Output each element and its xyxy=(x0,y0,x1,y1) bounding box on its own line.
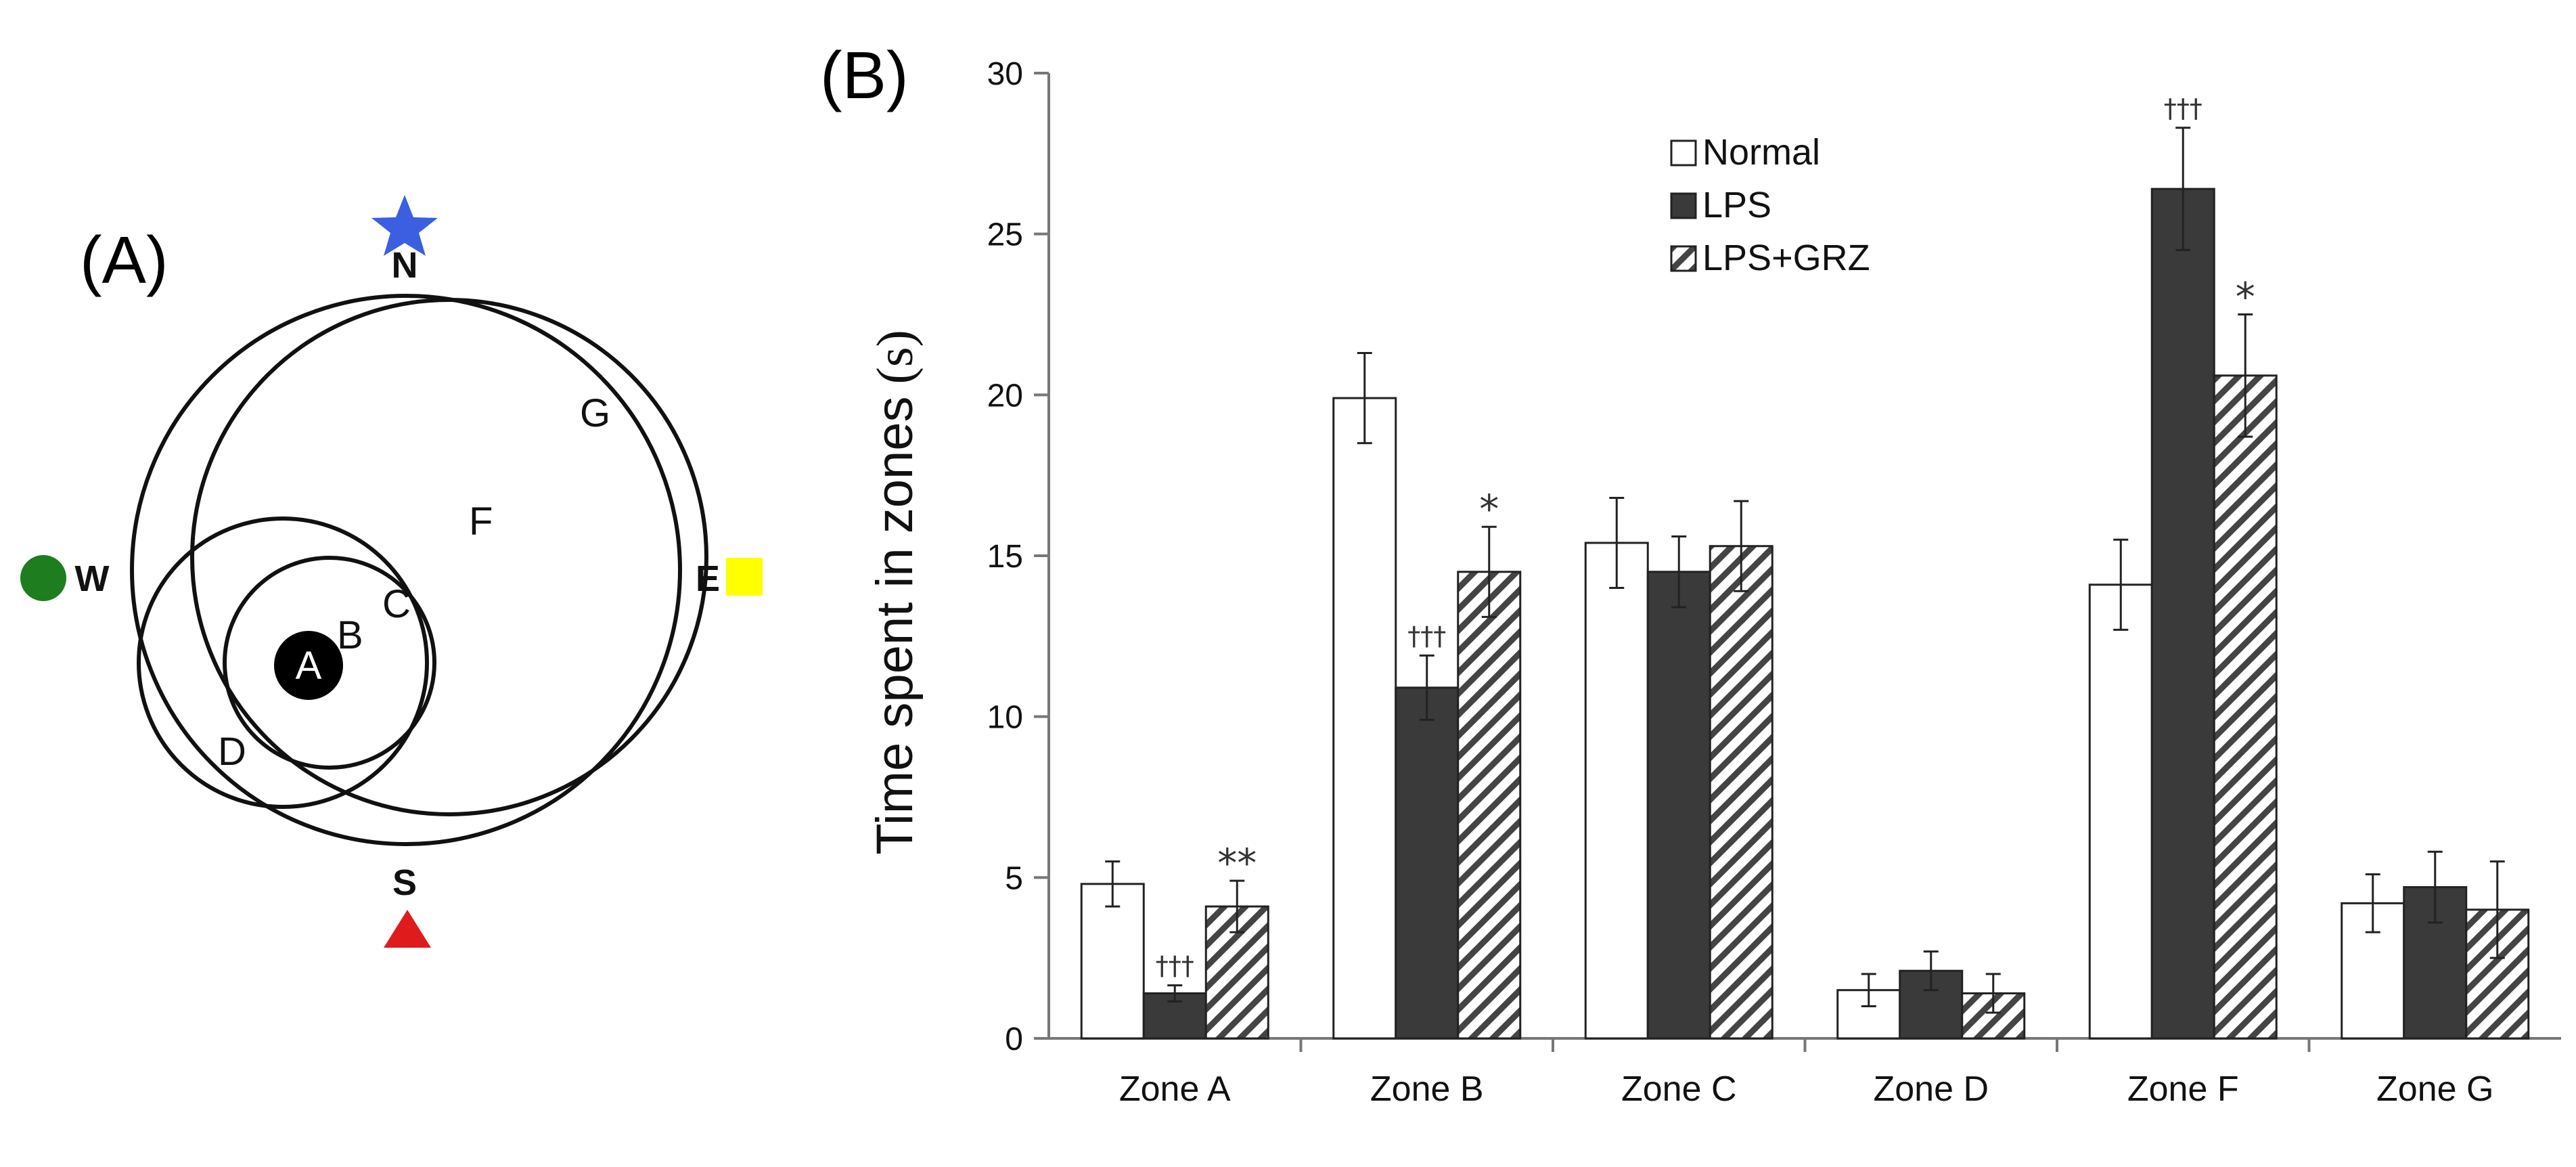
x-tick-label: Zone G xyxy=(2376,1070,2493,1109)
compass-north: N xyxy=(392,245,418,286)
zone-g-circle xyxy=(190,298,708,816)
y-tick-label: 25 xyxy=(987,217,1023,253)
y-ticks: 0 5 10 15 20 25 30 xyxy=(987,56,1049,1057)
bars: ††† ** ††† * ††† * xyxy=(1080,93,2530,1040)
y-tick-label: 5 xyxy=(1005,860,1023,896)
bar xyxy=(2213,374,2278,1040)
bar xyxy=(2150,188,2215,1040)
bar xyxy=(1457,571,1522,1040)
legend-label: LPS+GRZ xyxy=(1702,238,1870,278)
zone-c-label: C xyxy=(382,582,411,626)
significance-label: * xyxy=(2236,274,2255,320)
zone-b-label: B xyxy=(337,613,363,657)
y-tick-label: 10 xyxy=(987,700,1023,736)
y-axis-title-text: Time spent in zones xyxy=(866,396,924,854)
bar xyxy=(2088,584,2153,1040)
y-tick-label: 0 xyxy=(1005,1021,1023,1057)
zone-b-circle xyxy=(223,556,436,770)
panel-a-label: (A) xyxy=(80,223,168,297)
legend-label: Normal xyxy=(1702,132,1820,173)
bar xyxy=(1204,905,1269,1040)
y-axis-unit: (s) xyxy=(867,330,924,384)
bar xyxy=(1332,397,1397,1040)
outer-circle xyxy=(130,294,682,846)
zone-d-label: D xyxy=(218,730,246,774)
bar xyxy=(1709,545,1773,1040)
panel-b-label: (B) xyxy=(820,38,909,112)
zone-f-label: F xyxy=(469,500,493,544)
bar xyxy=(1395,686,1460,1040)
significance-label: ††† xyxy=(1407,621,1446,651)
legend-label: LPS xyxy=(1702,185,1771,225)
x-tick-label: Zone B xyxy=(1370,1070,1484,1109)
bar xyxy=(1584,542,1649,1040)
circle-icon xyxy=(20,555,66,601)
x-tick-label: Zone D xyxy=(1873,1070,1989,1109)
compass-west: W xyxy=(75,558,110,599)
y-tick-label: 30 xyxy=(987,56,1023,92)
star-icon xyxy=(371,195,438,256)
square-icon xyxy=(726,558,763,596)
panel-a: (A) A B C D F G N S E W xyxy=(20,195,763,948)
zone-a-label: A xyxy=(296,644,322,688)
x-ticks: Zone A Zone B Zone C Zone D Zone F Zone G xyxy=(1119,1038,2493,1109)
panel-b: (B) Time spent in zones(s) 051015202530 … xyxy=(820,38,2561,1109)
compass-south: S xyxy=(392,862,417,903)
compass-east: E xyxy=(696,558,720,599)
legend-swatch xyxy=(1670,139,1697,167)
legend: Normal LPS LPS+GRZ xyxy=(1670,132,1870,278)
y-axis-title: Time spent in zones (s) xyxy=(866,330,924,855)
zone-g-label: G xyxy=(580,391,610,435)
significance-label: ** xyxy=(1217,840,1257,886)
significance-label: ††† xyxy=(2164,93,2202,123)
zone-a-disc xyxy=(274,631,343,700)
maze-circles xyxy=(130,294,708,846)
significance-label: ††† xyxy=(1156,951,1194,981)
bar xyxy=(1646,571,1711,1040)
x-tick-label: Zone C xyxy=(1621,1070,1737,1109)
significance-label: * xyxy=(1479,486,1499,532)
x-tick-label: Zone F xyxy=(2127,1070,2239,1109)
zone-c-circle xyxy=(137,516,429,809)
triangle-icon xyxy=(384,910,431,948)
y-tick-label: 15 xyxy=(987,539,1023,575)
legend-swatch xyxy=(1670,192,1697,219)
legend-swatch xyxy=(1670,245,1697,272)
x-tick-label: Zone A xyxy=(1119,1070,1231,1109)
bar xyxy=(1080,883,1145,1040)
y-tick-label: 20 xyxy=(987,378,1023,414)
